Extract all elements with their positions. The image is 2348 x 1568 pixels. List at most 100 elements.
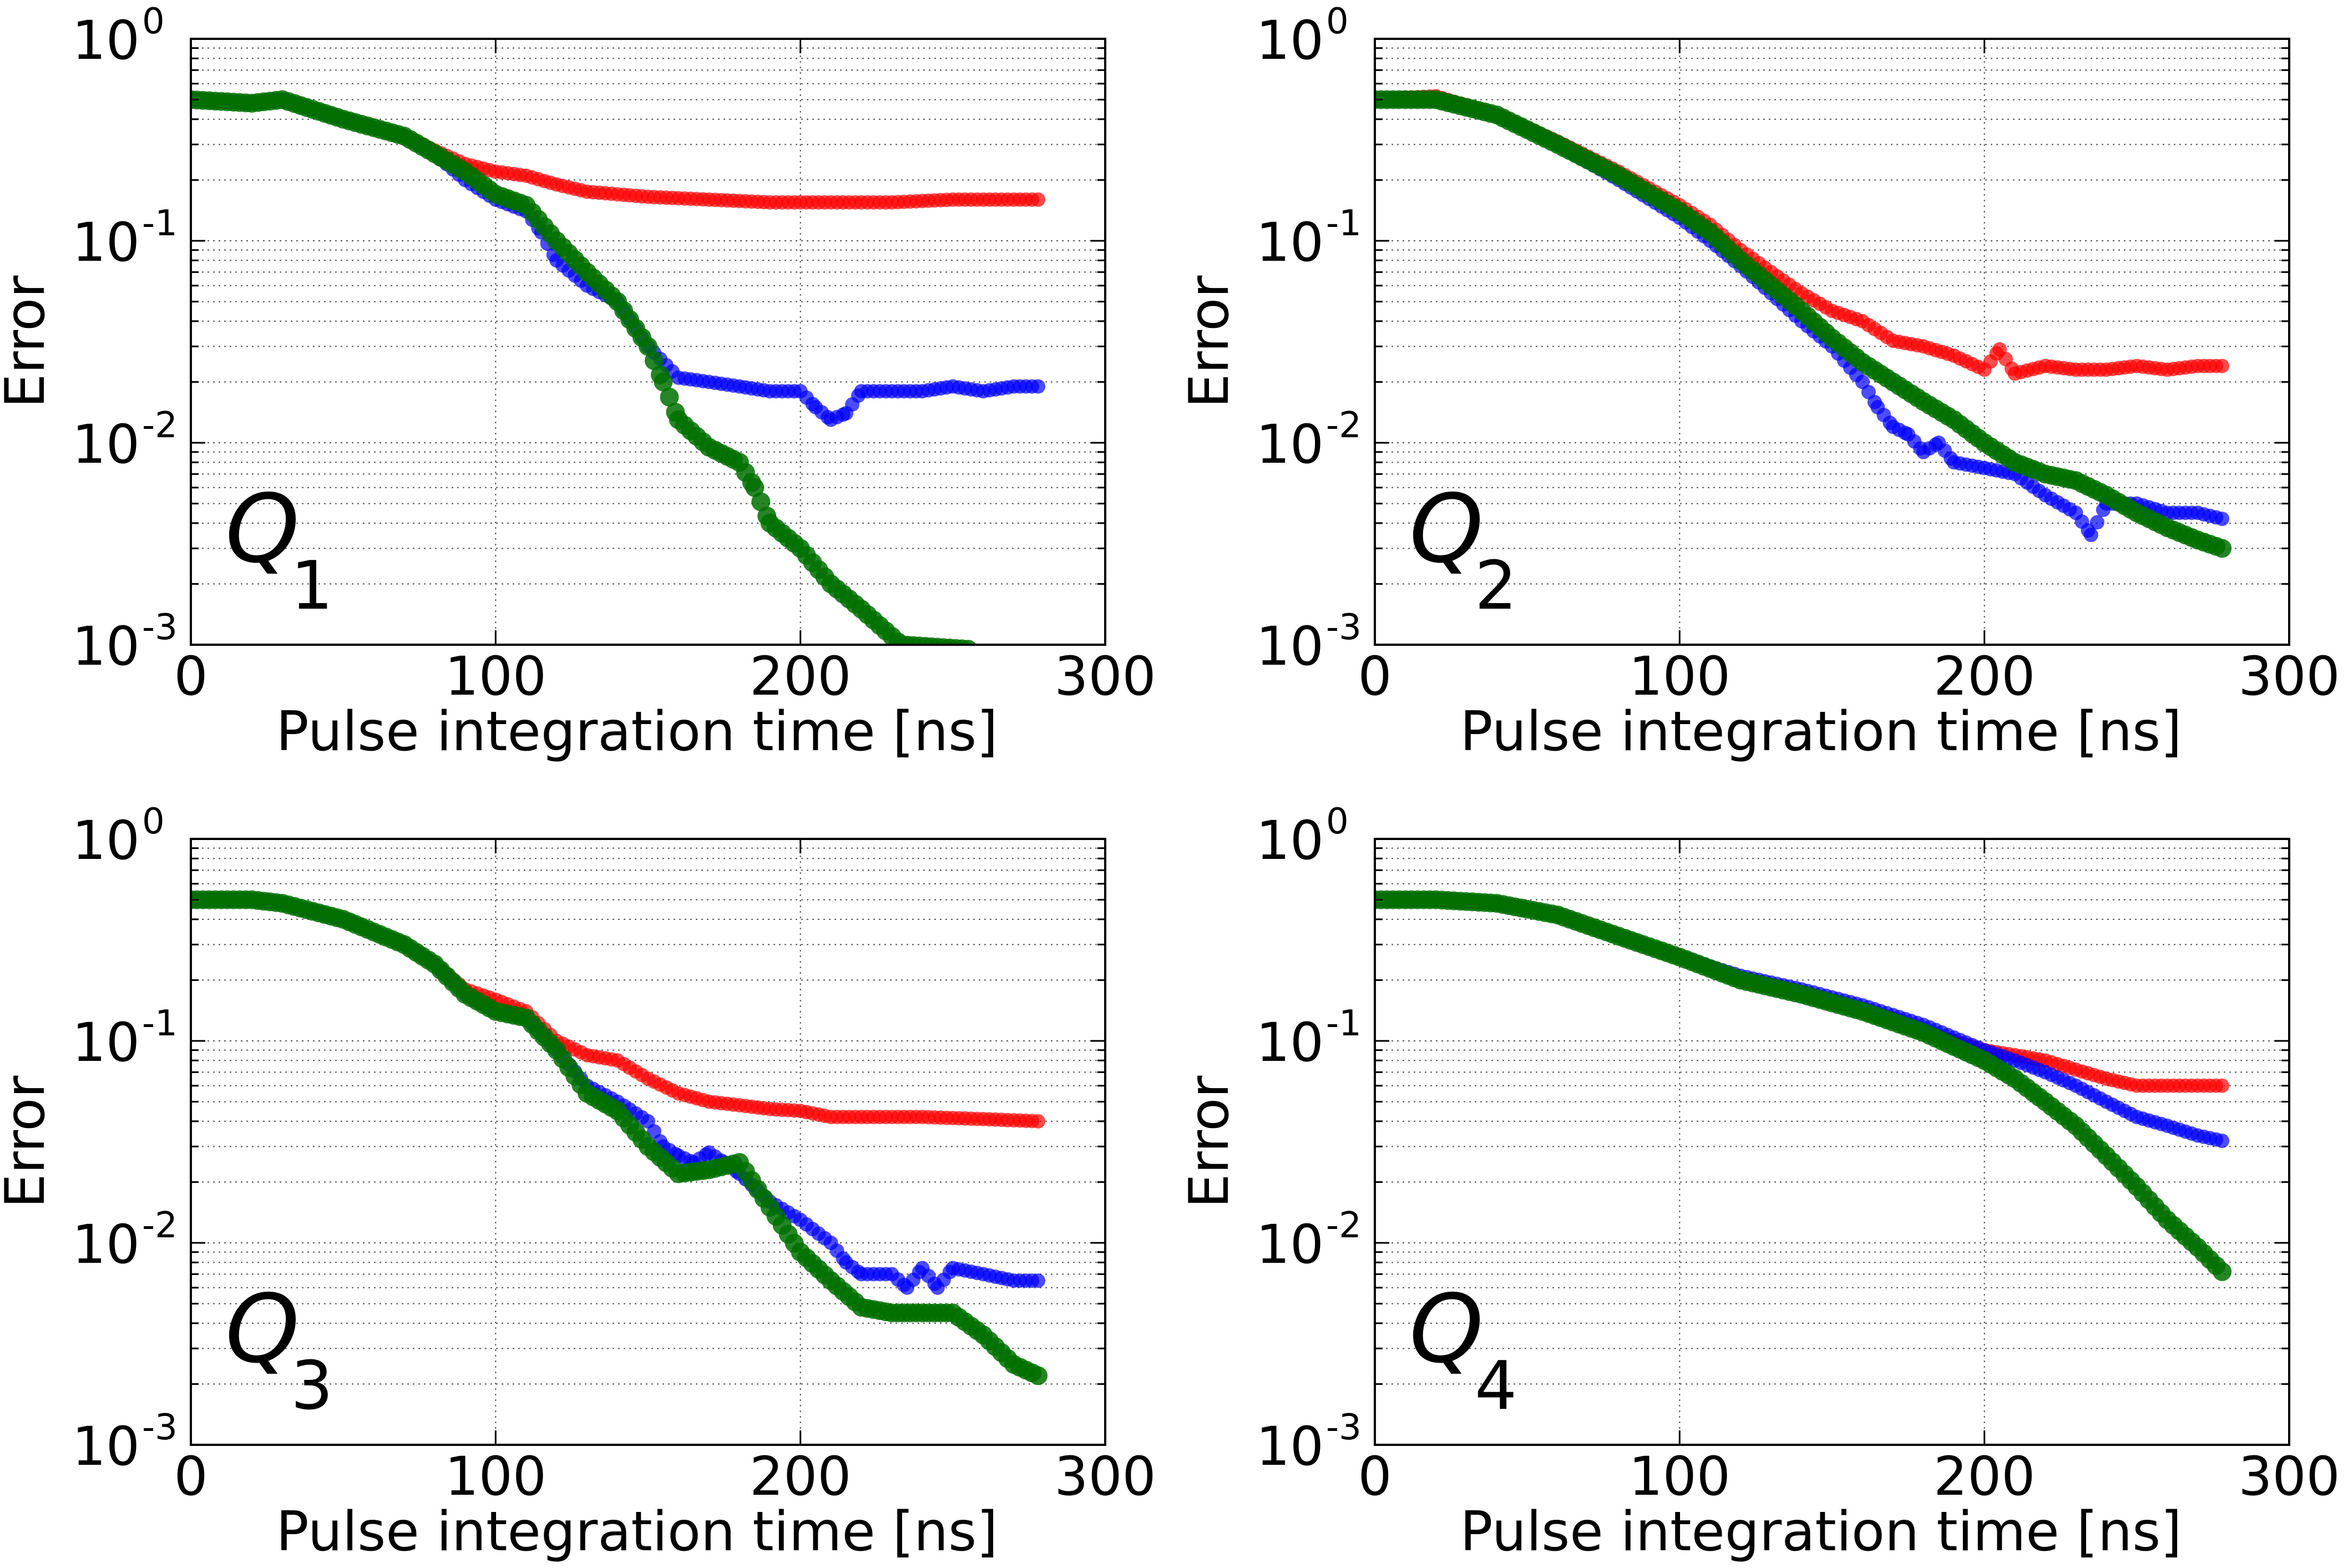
y-axis-label: Error: [1178, 275, 1241, 408]
series-1: [1375, 89, 2230, 381]
x-axis-label: Pulse integration time [ns]: [1460, 700, 2182, 763]
plot-frame: [190, 838, 1106, 1446]
series-3: [1375, 90, 2232, 558]
y-tick-exponent: -3: [1326, 1407, 1362, 1448]
y-tick-exponent: -3: [142, 1407, 178, 1448]
y-tick-base: 10: [1256, 211, 1324, 274]
y-tick-label: 10: [1256, 810, 1324, 872]
data-point: [639, 337, 657, 356]
panel-label: Q: [1409, 1274, 1484, 1384]
ticks: [1374, 38, 2290, 646]
data-point: [654, 372, 673, 392]
data-point: [2213, 1262, 2232, 1281]
data-point: [2089, 515, 2104, 530]
y-tick-exponent: -1: [1326, 203, 1362, 244]
y-tick-label: 10: [72, 810, 140, 872]
y-tick-base: 10: [72, 810, 140, 872]
y-tick-exponent: -2: [1326, 405, 1362, 446]
y-tick-exponent: -3: [142, 607, 178, 648]
y-tick-label: 10: [1256, 1011, 1324, 1074]
y-tick-label: 10: [1256, 1415, 1324, 1478]
y-tick-exponent: -1: [142, 1003, 178, 1044]
series-2: [191, 892, 1046, 1295]
y-tick-base: 10: [72, 615, 140, 677]
y-tick-exponent: -2: [1326, 1205, 1362, 1246]
grid: [1375, 839, 2289, 1445]
y-tick-exponent: 0: [142, 1, 165, 42]
y-tick-label: 10: [72, 1415, 140, 1478]
data-point: [2213, 539, 2232, 558]
panel-label-subscript: 3: [291, 1348, 333, 1425]
ticks: [190, 838, 1106, 1446]
y-tick-base: 10: [1256, 413, 1324, 476]
plot-frame: [1374, 38, 2290, 646]
data-point: [645, 351, 664, 370]
y-tick-label: 10: [1256, 9, 1324, 72]
x-tick-label: 0: [1358, 1445, 1391, 1508]
x-tick-label: 100: [445, 1445, 546, 1508]
ticks: [1374, 838, 2290, 1446]
series-3: [1375, 890, 2232, 1281]
series-3: [191, 890, 1048, 1385]
y-tick-exponent: -3: [1326, 607, 1362, 648]
data-points: [1375, 890, 2232, 1281]
data-point: [959, 640, 976, 645]
data-point: [1031, 1114, 1046, 1129]
y-tick-base: 10: [72, 211, 140, 274]
y-tick-exponent: 0: [1326, 1, 1349, 42]
x-axis-label: Pulse integration time [ns]: [276, 700, 998, 763]
x-tick-label: 200: [1934, 1445, 2035, 1508]
plot-frame: [1374, 838, 2290, 1446]
data-point: [1031, 192, 1046, 207]
series-2: [1375, 892, 2230, 1149]
y-tick-base: 10: [1256, 615, 1324, 677]
panel-label: Q: [225, 474, 300, 584]
grid: [1375, 39, 2289, 645]
ticks: [190, 38, 1106, 646]
x-axis-label: Pulse integration time [ns]: [276, 1500, 998, 1564]
y-axis-label: Error: [0, 1075, 57, 1208]
y-tick-exponent: -2: [142, 1205, 178, 1246]
y-tick-base: 10: [1256, 810, 1324, 872]
plot-frame: [190, 38, 1106, 646]
y-tick-label: 10: [1256, 413, 1324, 476]
data-point: [1031, 1273, 1046, 1288]
series-3: [191, 90, 976, 645]
y-tick-base: 10: [72, 1011, 140, 1074]
y-axis-label: Error: [1178, 1075, 1241, 1208]
y-tick-label: 10: [72, 413, 140, 476]
grid: [191, 839, 1105, 1445]
y-tick-base: 10: [1256, 1213, 1324, 1276]
data-point: [745, 478, 765, 497]
data-points: [191, 90, 1046, 645]
x-tick-label: 100: [445, 645, 546, 707]
x-tick-label: 300: [2238, 645, 2340, 707]
data-point: [2215, 512, 2230, 527]
x-tick-label: 100: [1629, 1445, 1730, 1508]
y-tick-base: 10: [72, 1213, 140, 1276]
x-tick-label: 100: [1629, 645, 1730, 707]
data-point: [751, 492, 771, 512]
x-tick-label: 200: [750, 645, 851, 707]
x-tick-label: 300: [2238, 1445, 2340, 1508]
y-tick-exponent: -2: [142, 405, 178, 446]
y-tick-exponent: -1: [142, 203, 178, 244]
y-tick-label: 10: [1256, 1213, 1324, 1276]
data-point: [2215, 1134, 2230, 1149]
y-tick-base: 10: [1256, 1011, 1324, 1074]
y-tick-label: 10: [72, 9, 140, 72]
y-tick-base: 10: [1256, 1415, 1324, 1478]
x-tick-label: 200: [1934, 645, 2035, 707]
y-tick-label: 10: [72, 211, 140, 274]
y-tick-exponent: -1: [1326, 1003, 1362, 1044]
x-tick-label: 300: [1054, 645, 1156, 707]
data-points: [1375, 89, 2232, 558]
data-point: [2083, 528, 2098, 542]
panel-label: Q: [1409, 474, 1484, 584]
y-axis-label: Error: [0, 275, 57, 408]
panel-label-subscript: 2: [1475, 548, 1517, 625]
data-point: [2215, 1078, 2230, 1093]
